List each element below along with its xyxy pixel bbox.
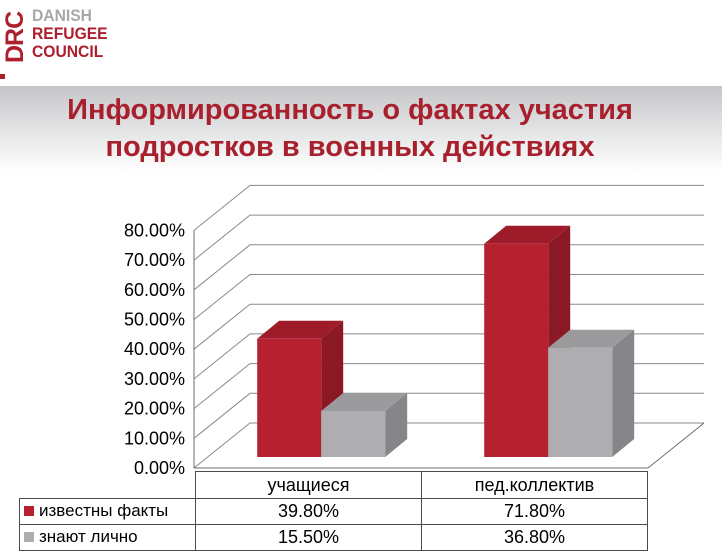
gridline [193, 184, 704, 231]
value-know-personally-teachers: 36.80% [503, 526, 566, 547]
drc-logo: DRC DANISH REFUGEE COUNCIL [0, 0, 160, 64]
gridline [193, 274, 704, 320]
title-gradient-band [0, 86, 722, 172]
y-axis-label: 10.00% [124, 428, 185, 448]
bar-side-face [385, 392, 408, 457]
legend-item-known-facts: известны факты [20, 499, 196, 525]
bar [321, 410, 386, 457]
y-axis-label: 0.00% [134, 458, 185, 478]
legend-swatch-gray [24, 532, 34, 543]
logo-word-council: COUNCIL [32, 42, 104, 61]
gridline [193, 244, 704, 291]
slide-title-line2: подростков в военных действиях [105, 131, 595, 163]
legend-label: знают лично [39, 527, 138, 547]
legend-label: известны факты [39, 501, 169, 521]
floor-right-edge [647, 422, 705, 469]
y-axis-label: 70.00% [124, 250, 185, 270]
bar [484, 243, 549, 457]
slide-title-line1: Информированность о фактах участия [67, 94, 633, 126]
y-axis-label: 20.00% [124, 399, 185, 419]
drc-logo-words: DANISH REFUGEE COUNCIL [32, 7, 108, 61]
value-known-facts-students: 39.80% [196, 499, 422, 525]
red-corner-marker [0, 74, 5, 79]
gridline [193, 214, 704, 261]
category-header-row: учащиеся пед.коллектив [195, 471, 648, 498]
y-axis-label: 80.00% [124, 220, 185, 240]
bar-side-face [612, 329, 635, 457]
y-axis-label: 40.00% [124, 339, 185, 359]
category-label-students: учащиеся [267, 474, 350, 495]
bar [257, 338, 322, 457]
bar-top-face [257, 320, 344, 339]
y-axis-label: 30.00% [124, 369, 185, 389]
bar [548, 347, 613, 457]
category-label-teachers: пед.коллектив [421, 472, 647, 498]
y-axis-label: 50.00% [124, 310, 185, 330]
bar-top-face [548, 329, 635, 348]
logo-word-refugee: REFUGEE [32, 24, 108, 43]
bar-top-face [484, 225, 571, 244]
legend-item-know-personally: знают лично [20, 524, 196, 550]
data-table: известны факты 39.80% 71.80% знают лично… [19, 498, 648, 551]
value-known-facts-teachers: 71.80% [422, 499, 647, 525]
value-know-personally-students: 15.50% [196, 524, 422, 550]
bar-top-face [321, 392, 408, 411]
slide-title: Информированность о фактах участия подро… [0, 92, 700, 166]
y-axis-label: 60.00% [124, 280, 185, 300]
logo-word-danish: DANISH [32, 6, 92, 25]
legend-swatch-red [24, 506, 34, 517]
